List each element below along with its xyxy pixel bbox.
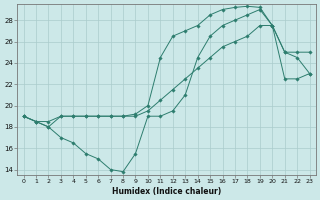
X-axis label: Humidex (Indice chaleur): Humidex (Indice chaleur) [112, 187, 221, 196]
